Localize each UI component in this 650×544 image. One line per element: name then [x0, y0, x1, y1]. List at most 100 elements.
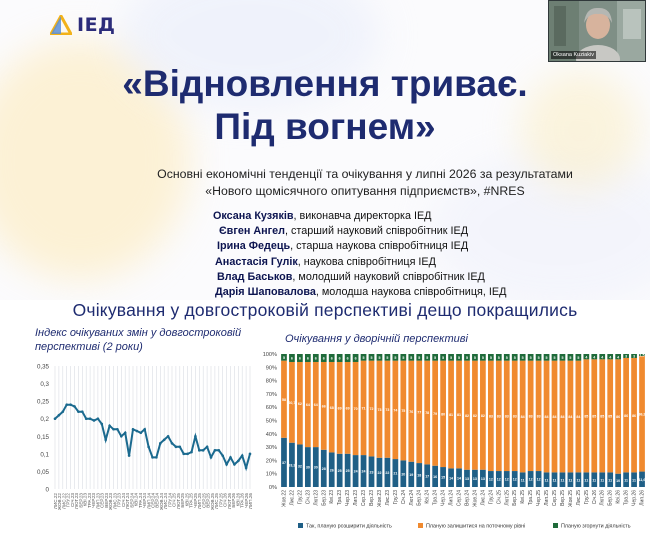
x-tick-label: Вер.23 — [369, 490, 375, 506]
bar-segment — [639, 354, 645, 356]
bar-segment — [368, 360, 375, 457]
bar-segment — [424, 354, 431, 361]
bar-segment — [392, 459, 399, 487]
data-point — [229, 456, 232, 459]
bar-segment — [559, 472, 566, 487]
participant-video-tile[interactable]: Oksana Kuziakiv — [548, 0, 646, 62]
x-tick-label: КВІ.24 — [134, 493, 139, 507]
x-tick-label: Сер.25 — [552, 490, 558, 506]
x-tick-label: ЧЕР.24 — [142, 493, 147, 508]
data-label: 5 — [458, 356, 460, 360]
data-point — [205, 445, 209, 449]
x-tick-label: ТРА.23 — [87, 493, 92, 508]
x-tick-label: Тра.23 — [337, 490, 343, 506]
x-tick-label: Лис.22 — [289, 490, 295, 506]
data-label: 21 — [393, 472, 397, 476]
data-label: 85 — [584, 414, 588, 418]
bar-segment — [495, 354, 502, 361]
x-tick-label: ЛИС.23 — [112, 493, 117, 509]
data-label: 6 — [315, 357, 317, 361]
bar-segment — [376, 457, 383, 487]
author-entry: Євген Ангел, старший науковий співробітн… — [219, 225, 469, 238]
data-point — [65, 403, 68, 406]
data-label: 77 — [417, 410, 421, 414]
x-tick-label: ЛИС.22 — [61, 493, 66, 509]
bar-segment — [360, 354, 367, 361]
x-tick-label: Лис.23 — [385, 490, 391, 506]
bar-segment — [328, 452, 335, 487]
data-label: 1,5 — [640, 354, 645, 358]
participant-name-label: Oksana Kuziakiv — [551, 51, 596, 59]
data-label: 17 — [425, 474, 429, 478]
data-label: 5 — [371, 356, 373, 360]
title-slide: ІЕД «Відновлення триває. Під вогнем» Осн… — [0, 0, 640, 299]
data-point — [53, 417, 57, 421]
data-label: 12 — [505, 478, 509, 482]
x-tick-label: Гру.23 — [393, 490, 399, 504]
data-point — [123, 431, 127, 435]
bar-segment — [320, 449, 327, 487]
x-tick-label: ЛЮТ.26 — [227, 493, 232, 510]
data-label: 5 — [538, 356, 540, 360]
x-tick-label: ГРУ.22 — [66, 493, 71, 508]
data-point — [213, 449, 217, 452]
x-tick-label: Жов.23 — [377, 490, 383, 507]
y-tick-label: 0,25 — [37, 399, 50, 406]
data-label: 16 — [433, 475, 437, 479]
x-tick-label: ЖОВ.25 — [210, 493, 215, 511]
bar-segment — [440, 467, 446, 487]
bar-segment — [511, 360, 518, 472]
bar-segment — [448, 360, 454, 469]
data-label: 85 — [600, 414, 604, 418]
data-label: 60,7 — [288, 401, 295, 405]
x-tick-label: Чер.23 — [345, 490, 351, 506]
bar-segment — [567, 360, 574, 473]
y-tick-label: 0% — [269, 485, 277, 491]
data-point — [170, 442, 174, 445]
data-label: 72 — [370, 407, 374, 411]
bar-segment — [599, 359, 606, 473]
data-label: 18 — [417, 474, 421, 478]
bar-segment — [376, 354, 383, 361]
bar-segment — [487, 360, 494, 472]
y-tick-label: 90% — [266, 365, 277, 371]
data-label: 4 — [585, 355, 587, 359]
bar-segment — [408, 461, 415, 487]
data-point — [221, 454, 224, 457]
data-label: 70 — [354, 407, 358, 411]
bar-segment — [543, 472, 550, 487]
y-tick-label: 0,05 — [37, 469, 50, 476]
bar-segment — [543, 354, 550, 361]
x-tick-label: КВІ.26 — [235, 493, 240, 507]
bar-segment — [607, 359, 614, 473]
y-tick-label: 10% — [266, 472, 277, 478]
triangle-logo-icon — [50, 15, 72, 35]
legend-swatch — [298, 523, 303, 528]
data-point — [104, 438, 107, 442]
bar-segment — [304, 354, 311, 362]
data-label: 5 — [554, 356, 556, 360]
x-tick-label: БЕР.23 — [78, 493, 83, 508]
bar-segment — [304, 447, 311, 487]
author-entry: Влад Баськов, молодший науковий співробі… — [217, 270, 485, 283]
bar-segment — [511, 354, 518, 361]
bar-segment — [289, 361, 295, 443]
data-label: 12 — [489, 478, 493, 482]
bar-segment — [631, 354, 637, 358]
data-label: 14 — [457, 476, 461, 480]
author-entry: Ірина Федець, старша наукова співробітни… — [217, 240, 469, 253]
bar-segment — [304, 361, 311, 448]
bar-segment — [456, 354, 462, 361]
author-entry: Оксана Кузяків, виконавча директорка ІЕД — [213, 210, 432, 222]
data-label: 26 — [330, 468, 334, 472]
bar-segment — [336, 354, 343, 362]
x-tick-label: Кві.23 — [329, 490, 335, 504]
data-label: 4 — [617, 355, 619, 359]
data-label: 82 — [473, 414, 477, 418]
data-label: 84 — [521, 415, 525, 419]
data-point — [155, 456, 158, 459]
bar-segment — [575, 472, 582, 487]
bar-segment — [456, 360, 462, 469]
bar-segment — [416, 360, 423, 464]
bar-segment — [432, 360, 439, 466]
